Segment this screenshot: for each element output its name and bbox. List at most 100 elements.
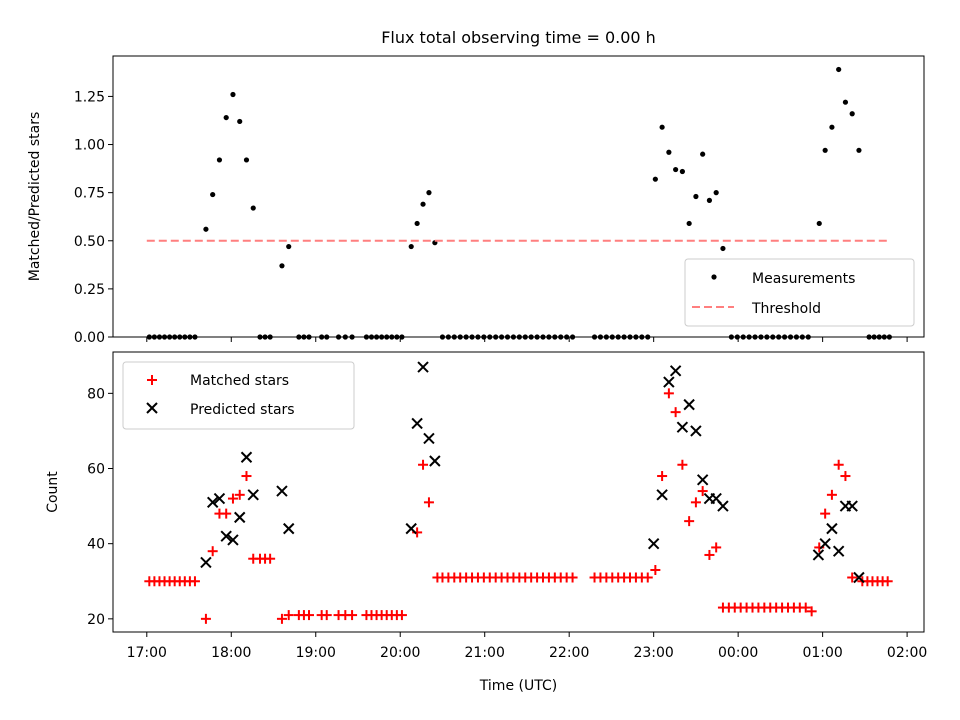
bottom-plus-point-0-100 bbox=[800, 602, 811, 613]
top-dot-point-0-86 bbox=[713, 190, 719, 196]
top-axes-frame bbox=[112, 55, 925, 338]
bottom-xtick-label-2: 19:00 bbox=[296, 645, 336, 661]
top-dot-point-0-40 bbox=[414, 220, 420, 227]
bottom-panel: 20 40 60 80 17:00 18:00 19:00 20:00 21:00 22:00 2… bbox=[45, 351, 927, 694]
bottom-plus-point-0-105 bbox=[833, 459, 844, 470]
bottom-x-point-1-25 bbox=[717, 500, 729, 512]
top-dot-point-0-87 bbox=[720, 245, 726, 252]
top-ytick-label-1: 0.25 bbox=[74, 282, 105, 298]
bottom-plus-point-0-113 bbox=[882, 576, 893, 587]
bottom-plus-point-0-27 bbox=[321, 610, 332, 621]
bottom-y-axis: 20 40 60 80 bbox=[87, 386, 113, 628]
bottom-x-point-1-22 bbox=[696, 474, 709, 486]
bottom-x-point-1-8 bbox=[276, 485, 288, 497]
bottom-xtick-label-6: 23:00 bbox=[633, 645, 673, 661]
bottom-x-point-1-28 bbox=[826, 522, 838, 535]
bottom-axes-frame bbox=[112, 351, 925, 633]
bottom-plus-point-0-22 bbox=[283, 610, 294, 621]
bottom-plus-point-0-25 bbox=[303, 610, 314, 621]
bottom-plus-point-0-81 bbox=[684, 516, 695, 527]
x-axis-label: Time (UTC) bbox=[479, 678, 557, 694]
bottom-x-point-1-12 bbox=[417, 361, 429, 373]
bottom-plus-point-0-21 bbox=[276, 613, 287, 624]
top-dot-point-0-39 bbox=[408, 243, 414, 250]
top-ytick-label-5: 1.25 bbox=[74, 89, 105, 105]
top-dot-point-0-22 bbox=[286, 243, 292, 250]
bottom-x-point-1-15 bbox=[647, 537, 660, 550]
bottom-plus-point-0-38 bbox=[396, 610, 407, 621]
top-panel: 0.00 0.25 0.50 0.75 1.00 1.25 Matched/Predict… bbox=[27, 55, 925, 346]
top-dot-point-0-108 bbox=[856, 147, 862, 153]
bottom-plus-point-0-79 bbox=[670, 407, 681, 418]
top-dot-point-0-105 bbox=[836, 66, 842, 73]
legend-matched-marker bbox=[147, 375, 157, 385]
bottom-plus-point-0-84 bbox=[704, 549, 715, 560]
legend-measurements-marker bbox=[711, 274, 717, 280]
bottom-x-axis: 17:00 18:00 19:00 20:00 21:00 22:00 23:00 00:00… bbox=[127, 632, 927, 661]
legend-predicted-label: Predicted stars bbox=[190, 402, 295, 418]
top-dot-point-0-84 bbox=[700, 151, 706, 157]
bottom-plus-point-0-11 bbox=[207, 546, 218, 557]
bottom-x-point-1-1 bbox=[206, 496, 219, 509]
bottom-x-point-1-10 bbox=[405, 522, 417, 535]
top-dot-point-0-13 bbox=[223, 114, 229, 121]
top-legend-box bbox=[684, 258, 915, 327]
bottom-x-point-1-21 bbox=[690, 425, 702, 437]
bottom-xtick-label-3: 20:00 bbox=[380, 645, 420, 661]
top-ytick-label-4: 1.00 bbox=[74, 138, 105, 154]
top-dot-point-0-82 bbox=[686, 220, 692, 227]
top-dot-point-0-77 bbox=[652, 176, 658, 182]
top-dot-point-0-10 bbox=[203, 226, 209, 232]
bottom-y-axis-label: Count bbox=[45, 471, 61, 513]
bottom-x-point-1-7 bbox=[247, 489, 259, 501]
top-dot-point-0-12 bbox=[216, 157, 223, 163]
top-dot-point-0-104 bbox=[829, 124, 835, 130]
bottom-plus-point-0-85 bbox=[711, 542, 722, 553]
bottom-plus-point-0-103 bbox=[820, 508, 831, 519]
bottom-plus-point-0-106 bbox=[840, 471, 851, 482]
top-dot-point-0-14 bbox=[230, 91, 236, 98]
bottom-x-point-1-26 bbox=[812, 549, 825, 561]
bottom-xtick-label-1: 18:00 bbox=[211, 645, 251, 661]
bottom-x-point-1-31 bbox=[846, 500, 858, 512]
bottom-xtick-label-7: 00:00 bbox=[718, 645, 758, 661]
bottom-x-point-1-2 bbox=[213, 492, 226, 505]
bottom-plus-point-0-83 bbox=[697, 486, 708, 497]
top-dot-point-0-107 bbox=[849, 111, 855, 117]
chart-title: Flux total observing time = 0.00 h bbox=[381, 28, 656, 47]
bottom-x-point-1-0 bbox=[200, 556, 212, 569]
top-dot-point-0-15 bbox=[237, 118, 243, 125]
top-ytick-label-3: 0.75 bbox=[74, 186, 105, 202]
top-dot-point-0-102 bbox=[816, 220, 822, 227]
top-x-axis bbox=[146, 337, 908, 342]
bottom-x-point-1-3 bbox=[220, 530, 232, 542]
top-dot-point-0-79 bbox=[666, 149, 672, 155]
bottom-x-point-1-5 bbox=[234, 511, 246, 524]
bottom-plus-point-0-107 bbox=[847, 572, 858, 583]
top-dot-point-0-16 bbox=[243, 157, 250, 163]
bottom-plus-point-0-40 bbox=[418, 459, 429, 470]
bottom-plus-point-0-10 bbox=[200, 613, 211, 624]
legend-measurements-label: Measurements bbox=[752, 271, 855, 287]
bottom-x-point-1-27 bbox=[819, 537, 831, 550]
bottom-plus-point-0-101 bbox=[806, 606, 817, 617]
top-y-axis: 0.00 0.25 0.50 0.75 1.00 1.25 bbox=[74, 89, 113, 346]
bottom-x-point-1-11 bbox=[411, 417, 423, 430]
top-dot-point-0-21 bbox=[279, 263, 285, 269]
bottom-xtick-label-0: 17:00 bbox=[127, 645, 167, 661]
bottom-x-point-1-13 bbox=[423, 432, 435, 445]
bottom-x-point-1-17 bbox=[663, 376, 675, 388]
top-legend: Measurements Threshold bbox=[684, 258, 915, 327]
top-dot-point-0-41 bbox=[420, 201, 426, 207]
top-ytick-label-2: 0.50 bbox=[74, 234, 105, 250]
bottom-plus-point-0-16 bbox=[241, 471, 252, 482]
bottom-plus-point-0-65 bbox=[567, 572, 578, 583]
legend-matched-label: Matched stars bbox=[190, 373, 289, 389]
bottom-ytick-label-1: 40 bbox=[87, 537, 105, 553]
bottom-x-point-1-20 bbox=[683, 398, 695, 411]
bottom-plus-point-0-9 bbox=[189, 576, 200, 587]
bottom-marks bbox=[144, 361, 893, 624]
top-dot-point-0-42 bbox=[426, 190, 432, 196]
top-dot-point-0-103 bbox=[822, 147, 828, 153]
bottom-plus-point-0-75 bbox=[642, 572, 653, 583]
